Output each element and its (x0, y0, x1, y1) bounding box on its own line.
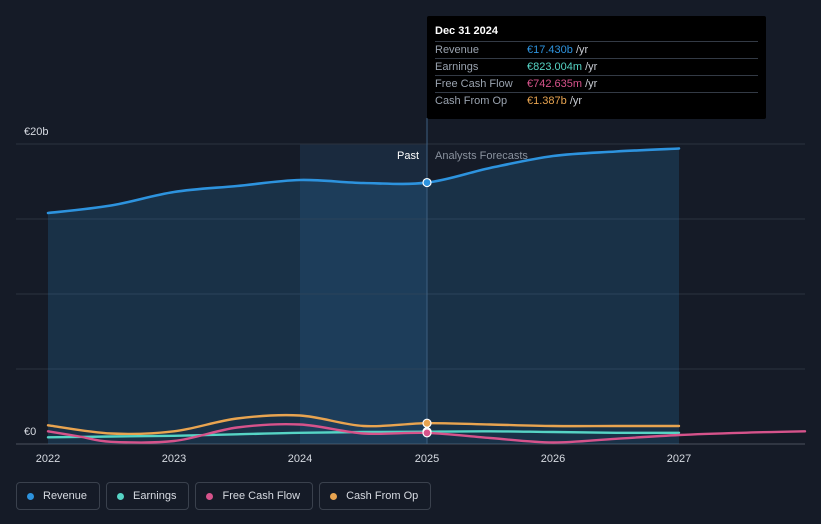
tooltip-row-fcf: Free Cash Flow €742.635m /yr (435, 75, 758, 93)
tooltip-unit: /yr (582, 61, 598, 73)
legend-item-revenue[interactable]: Revenue (16, 482, 101, 510)
cash-from-op-line (46, 413, 681, 436)
x-tick-label: 2025 (415, 453, 439, 465)
tooltip-unit: /yr (572, 44, 589, 56)
legend-dot-icon (206, 492, 214, 500)
y-axis-bottom-label: €0 (24, 426, 37, 438)
revenue-area (48, 148, 679, 444)
tooltip-row-value: €1.387b /yr (527, 95, 582, 107)
tooltip-row-value: €742.635m /yr (527, 78, 597, 90)
tooltip-row-cfo: Cash From Op €1.387b /yr (435, 92, 758, 110)
x-tick-label: 2026 (541, 453, 565, 465)
free-cash-flow-marker (422, 428, 432, 438)
line-chart: 2022 2023 2024 2025 2026 2027 (16, 118, 807, 465)
earnings-line (46, 430, 681, 439)
tooltip-row-name: Revenue (435, 44, 480, 56)
legend-dot-icon (117, 492, 125, 500)
tooltip-row-earnings: Earnings €823.004m /yr (435, 58, 758, 76)
legend-item-free-cash-flow[interactable]: Free Cash Flow (195, 482, 314, 510)
tooltip: Dec 31 2024 Revenue €17.430b /yr Earning… (427, 16, 766, 119)
tooltip-date: Dec 31 2024 (435, 25, 498, 37)
legend-label: Earnings (133, 490, 177, 502)
legend-label: Free Cash Flow (222, 490, 301, 502)
tooltip-unit: /yr (582, 78, 598, 90)
legend-item-cash-from-op[interactable]: Cash From Op (319, 482, 432, 510)
tooltip-row-name: Cash From Op (435, 95, 508, 107)
tooltip-revenue-value: €17.430b (527, 44, 573, 56)
past-label: Past (396, 150, 419, 162)
tooltip-cfo-value: €1.387b (527, 95, 567, 107)
x-tick-label: 2024 (288, 453, 312, 465)
x-tick-label: 2023 (162, 453, 186, 465)
legend-label: Revenue (43, 490, 88, 502)
tooltip-row-name: Free Cash Flow (435, 78, 513, 90)
tooltip-fcf-value: €742.635m (527, 78, 583, 90)
x-tick-label: 2027 (667, 453, 691, 465)
y-axis-top-label: €20b (24, 126, 49, 138)
tooltip-row-name: Earnings (435, 61, 479, 73)
x-tick-label: 2022 (36, 453, 60, 465)
legend: Revenue Earnings Free Cash Flow Cash Fro… (16, 482, 432, 512)
forecast-label: Analysts Forecasts (435, 150, 528, 162)
tooltip-row-value: €823.004m /yr (527, 61, 597, 73)
revenue-line (46, 147, 681, 215)
tooltip-row-value: €17.430b /yr (527, 44, 588, 56)
revenue-marker (422, 177, 432, 188)
tooltip-row-revenue: Revenue €17.430b /yr (435, 41, 758, 59)
legend-dot-icon (27, 492, 34, 500)
chart-area: 2022 2023 2024 2025 2026 2027 €20b €0 Past An… (16, 118, 807, 465)
legend-dot-icon (330, 492, 338, 500)
free-cash-flow-line (46, 422, 807, 444)
tooltip-earnings-value: €823.004m (527, 61, 583, 73)
cash-from-op-marker (422, 418, 432, 428)
tooltip-unit: /yr (566, 95, 583, 107)
legend-label: Cash From Op (346, 490, 419, 502)
legend-item-earnings[interactable]: Earnings (106, 482, 190, 510)
